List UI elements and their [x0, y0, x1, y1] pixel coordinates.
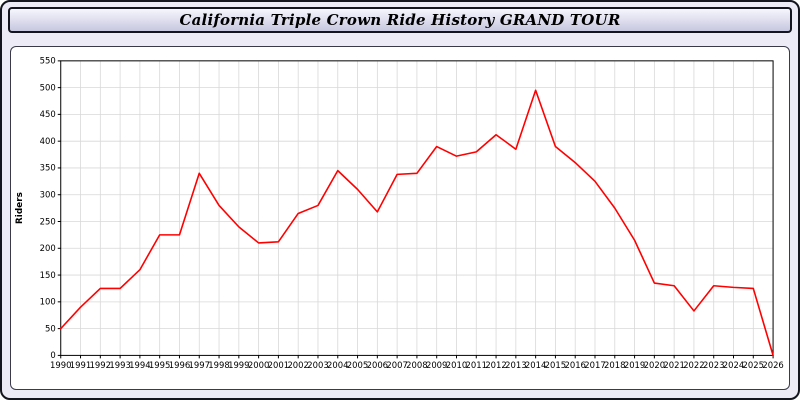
x-tick-label: 2006: [367, 360, 388, 370]
y-tick-label: 350: [40, 163, 56, 173]
x-tick-label: 2023: [703, 360, 724, 370]
x-tick-label: 1999: [228, 360, 249, 370]
y-tick-label: 200: [40, 243, 56, 253]
y-tick-label: 450: [40, 109, 56, 119]
y-tick-label: 300: [40, 190, 56, 200]
x-tick-label: 2001: [268, 360, 289, 370]
x-tick-label: 2016: [564, 360, 585, 370]
x-tick-label: 2010: [446, 360, 467, 370]
y-tick-label: 500: [40, 82, 56, 92]
x-tick-label: 2012: [485, 360, 506, 370]
x-tick-label: 2019: [624, 360, 645, 370]
line-chart: 0501001502002503003504004505005501990199…: [15, 56, 784, 371]
x-tick-label: 1995: [149, 360, 170, 370]
x-tick-label: 2005: [347, 360, 368, 370]
x-tick-label: 2024: [723, 360, 744, 370]
x-tick-label: 1997: [189, 360, 210, 370]
x-tick-label: 1994: [129, 360, 150, 370]
x-tick-label: 2008: [406, 360, 427, 370]
x-tick-label: 2007: [386, 360, 407, 370]
x-tick-label: 2011: [466, 360, 487, 370]
y-tick-label: 50: [45, 323, 56, 333]
y-tick-label: 400: [40, 136, 56, 146]
y-tick-label: 100: [40, 297, 56, 307]
y-tick-label: 550: [40, 56, 56, 66]
y-axis-title: Riders: [15, 192, 25, 224]
x-tick-label: 1991: [70, 360, 91, 370]
x-tick-label: 2017: [584, 360, 605, 370]
x-tick-label: 2002: [287, 360, 308, 370]
x-tick-label: 2022: [683, 360, 704, 370]
x-tick-label: 2020: [644, 360, 665, 370]
y-tick-label: 250: [40, 216, 56, 226]
x-tick-label: 2015: [545, 360, 566, 370]
x-tick-label: 2014: [525, 360, 546, 370]
chart-container: 0 50 100 150 200 250 300 350 400 450 500 550 1990 199…: [10, 46, 790, 390]
x-tick-label: 2013: [505, 360, 526, 370]
y-tick-label: 0: [50, 350, 55, 360]
chart-title: California Triple Crown Ride History GRA…: [179, 11, 621, 29]
x-tick-label: 1993: [109, 360, 130, 370]
x-tick-label: 2009: [426, 360, 447, 370]
x-tick-label: 2000: [248, 360, 269, 370]
x-tick-label: 1996: [169, 360, 190, 370]
data-line-riders: [59, 89, 774, 357]
chart-title-bar: California Triple Crown Ride History GRA…: [8, 7, 792, 33]
x-tick-label: 2004: [327, 360, 348, 370]
x-tick-label: 2018: [604, 360, 625, 370]
x-tick-label: 2021: [663, 360, 684, 370]
x-tick-label: 1990: [50, 360, 71, 370]
x-tick-label: 1998: [208, 360, 229, 370]
x-tick-label: 2003: [307, 360, 328, 370]
x-tick-label: 2026: [762, 360, 783, 370]
x-tick-label: 1992: [90, 360, 111, 370]
x-tick-label: 2025: [743, 360, 764, 370]
y-tick-label: 150: [40, 270, 56, 280]
